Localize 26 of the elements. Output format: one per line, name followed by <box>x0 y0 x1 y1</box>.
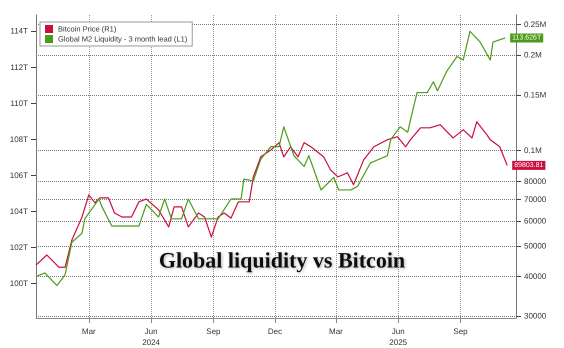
y-tick-label: 108T <box>10 134 28 144</box>
x-tick-label: Sep <box>453 327 468 336</box>
y-tick-label: 110T <box>10 98 28 108</box>
x-tick-label: Jun 2025 <box>389 327 408 347</box>
y2-tick-label: 30000 <box>524 312 547 321</box>
y2-tick-label: 80000 <box>524 176 547 186</box>
y-tick-label: 100T <box>10 279 28 288</box>
y-tick-label: 112T <box>10 62 28 72</box>
y2-tick-label: 0.25M <box>524 20 547 30</box>
y2-tick-label: 0.1M <box>524 146 542 156</box>
y2-tick-label: 50000 <box>524 241 547 250</box>
y2-tick-label: 60000 <box>524 216 547 226</box>
y-tick-label: 104T <box>10 207 28 216</box>
x-tick-label: Mar <box>82 327 96 336</box>
y-tick-label: 106T <box>10 171 28 180</box>
x-tick-label: Jun 2024 <box>142 327 161 347</box>
y-tick-label: 102T <box>10 243 28 252</box>
y2-tick-label: 0.15M <box>524 90 547 100</box>
x-tick-label: Sep <box>206 327 222 336</box>
text: Global liquidity vs Bitcoin <box>158 248 406 272</box>
y2-tick-label: 70000 <box>524 195 547 204</box>
x-tick-label: Dec <box>268 327 282 336</box>
x-tick-label: Mar <box>329 327 344 336</box>
y2-tick-label: 40000 <box>524 272 547 282</box>
y-tick-label: 114T <box>10 26 28 36</box>
y2-tick-label: 0.2M <box>524 50 542 60</box>
